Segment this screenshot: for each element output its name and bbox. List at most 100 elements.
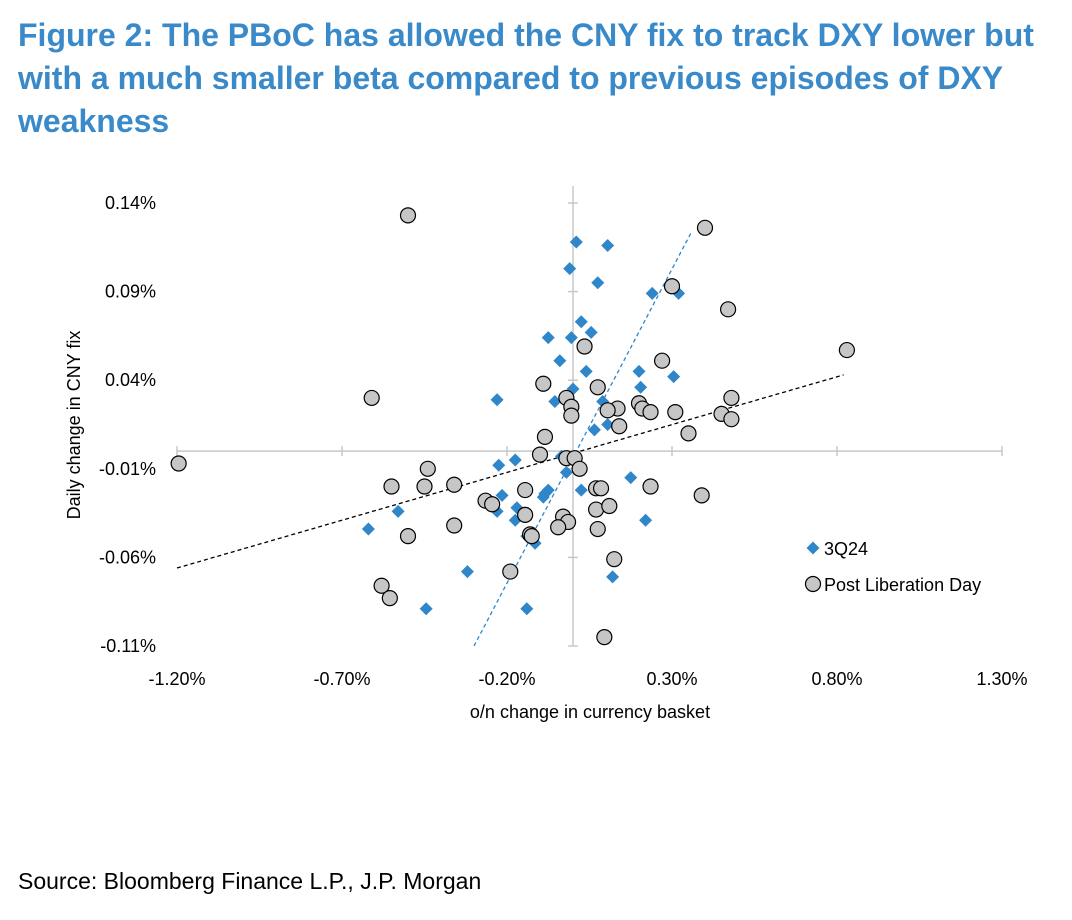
point-3q24 <box>495 488 509 502</box>
point-post-liberation-day <box>363 389 380 407</box>
x-tick-label: 1.30% <box>976 669 1027 689</box>
point-post-liberation-day <box>696 219 714 236</box>
point-post-liberation-day <box>170 455 187 472</box>
point-post-liberation-day <box>550 519 567 536</box>
y-tick-label: 0.04% <box>105 370 156 390</box>
legend-3q24-marker <box>806 541 820 555</box>
point-3q24 <box>536 490 550 504</box>
point-post-liberation-day <box>606 551 623 568</box>
point-post-liberation-day <box>601 497 618 515</box>
source-note: Source: Bloomberg Finance L.P., J.P. Mor… <box>18 868 482 894</box>
point-post-liberation-day <box>416 478 433 495</box>
point-3q24 <box>559 465 573 479</box>
x-tick-label: -0.20% <box>478 669 535 689</box>
point-post-liberation-day <box>667 403 684 421</box>
legend: 3Q24 Post Liberation Day <box>804 539 981 595</box>
point-post-liberation-day <box>642 478 659 495</box>
x-tick-label: -0.70% <box>313 669 370 689</box>
point-3q24 <box>601 418 615 431</box>
point-3q24 <box>639 513 653 527</box>
point-post-liberation-day <box>589 379 606 396</box>
point-3q24 <box>508 453 522 467</box>
point-3q24 <box>361 522 375 536</box>
point-3q24 <box>591 276 605 290</box>
point-post-liberation-day <box>680 425 697 442</box>
point-3q24 <box>634 380 648 394</box>
point-post-liberation-day <box>611 418 628 435</box>
legend-post-liberation-day-marker <box>804 575 822 593</box>
point-post-liberation-day <box>399 207 417 224</box>
figure-title: Figure 2: The PBoC has allowed the CNY f… <box>18 17 1034 139</box>
point-post-liberation-day <box>563 407 580 424</box>
point-post-liberation-day <box>381 590 398 607</box>
x-tick-label: 0.30% <box>646 669 697 689</box>
y-axis-title: Daily change in CNY fix <box>64 331 84 520</box>
point-post-liberation-day <box>517 481 534 499</box>
point-post-liberation-day <box>693 487 710 504</box>
point-3q24 <box>574 483 588 497</box>
point-3q24 <box>645 286 659 300</box>
point-post-liberation-day <box>576 338 593 355</box>
point-post-liberation-day <box>587 501 605 518</box>
point-3q24 <box>584 325 598 339</box>
point-post-liberation-day <box>446 517 463 534</box>
y-tick-label: -0.11% <box>100 636 156 656</box>
point-post-liberation-day <box>592 480 610 497</box>
data-points <box>170 207 856 646</box>
y-tick-label: 0.14% <box>105 193 156 213</box>
point-post-liberation-day <box>723 389 740 407</box>
point-post-liberation-day <box>571 460 588 477</box>
point-post-liberation-day <box>531 446 549 463</box>
x-tick-label: 0.80% <box>811 669 862 689</box>
point-post-liberation-day <box>596 629 613 646</box>
point-3q24 <box>391 504 405 518</box>
point-post-liberation-day <box>517 506 534 523</box>
point-3q24 <box>601 239 615 253</box>
x-axis-title: o/n change in currency basket <box>470 702 710 722</box>
point-3q24 <box>624 471 638 485</box>
point-3q24 <box>492 458 506 472</box>
point-post-liberation-day <box>535 375 552 392</box>
point-3q24 <box>419 602 433 616</box>
point-3q24 <box>548 394 562 408</box>
y-tick-label: 0.09% <box>105 282 156 302</box>
trendline-post-liberation-day <box>176 374 844 569</box>
point-3q24 <box>569 235 583 249</box>
axes <box>176 186 1003 647</box>
point-3q24 <box>632 364 646 378</box>
point-post-liberation-day <box>663 278 681 295</box>
legend-3q24-label: 3Q24 <box>824 539 868 559</box>
point-3q24 <box>541 331 555 345</box>
point-3q24 <box>606 570 620 584</box>
point-3q24 <box>564 331 578 345</box>
point-3q24 <box>460 565 474 579</box>
point-3q24 <box>490 393 504 407</box>
point-post-liberation-day <box>642 403 659 421</box>
point-post-liberation-day <box>383 478 400 495</box>
point-post-liberation-day <box>484 496 501 513</box>
point-post-liberation-day <box>523 528 540 545</box>
point-3q24 <box>667 370 681 384</box>
trendlines <box>176 231 844 647</box>
legend-post-liberation-day-label: Post Liberation Day <box>824 575 981 595</box>
point-3q24 <box>587 423 601 437</box>
point-post-liberation-day <box>536 428 554 446</box>
point-post-liberation-day <box>419 460 436 477</box>
y-tick-label: -0.06% <box>99 547 156 567</box>
point-post-liberation-day <box>599 402 616 419</box>
point-post-liberation-day <box>838 341 856 359</box>
x-tick-label: -1.20% <box>148 669 205 689</box>
point-3q24 <box>563 262 577 276</box>
point-3q24 <box>579 364 593 378</box>
tick-labels: -1.20% -0.70% -0.20% 0.30% 0.80% 1.30% 0.14% 0.… <box>99 193 1028 689</box>
point-3q24 <box>520 602 534 616</box>
point-post-liberation-day <box>589 520 606 538</box>
trendline-3q24 <box>473 231 693 647</box>
point-post-liberation-day <box>446 476 463 493</box>
point-post-liberation-day <box>719 301 737 318</box>
point-post-liberation-day <box>723 411 740 428</box>
point-post-liberation-day <box>502 563 519 580</box>
y-tick-label: -0.01% <box>99 459 156 479</box>
point-post-liberation-day <box>373 577 390 594</box>
